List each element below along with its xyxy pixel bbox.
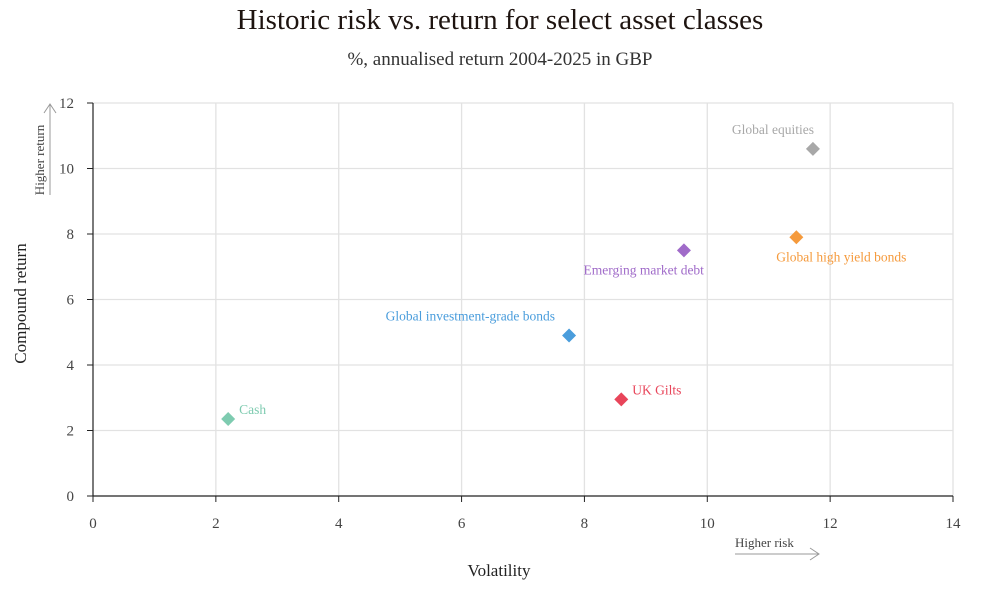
- data-point-marker: [805, 141, 820, 156]
- x-tick-label: 4: [335, 516, 343, 532]
- data-point-label: Global investment-grade bonds: [386, 309, 555, 324]
- tick-labels: 0 2 4 6 8 10 12 14 0 2 4 6 8 10 12: [59, 96, 961, 532]
- data-point-marker: [221, 412, 236, 427]
- data-point-label: Global equities: [732, 122, 814, 137]
- axes: [87, 102, 954, 502]
- data-point-marker: [614, 392, 629, 407]
- y-tick-label: 2: [67, 424, 75, 440]
- y-hint-label: Higher return: [32, 124, 47, 195]
- y-tick-label: 8: [67, 227, 75, 243]
- data-point-label: Global high yield bonds: [776, 249, 906, 264]
- data-point-marker: [562, 328, 577, 343]
- x-hint-label: Higher risk: [735, 535, 794, 550]
- chart-subtitle: %, annualised return 2004-2025 in GBP: [347, 49, 653, 70]
- axis-hints: Higher return Higher risk: [32, 103, 820, 561]
- x-tick-label: 6: [458, 516, 466, 532]
- y-tick-label: 10: [59, 162, 74, 178]
- data-point-label: UK Gilts: [632, 382, 681, 397]
- x-tick-label: 0: [89, 516, 97, 532]
- y-hint-arrow-head: [43, 103, 57, 114]
- data-points: Cash Global investment-grade bonds UK Gilt…: [221, 122, 906, 427]
- y-tick-label: 0: [67, 489, 75, 505]
- data-point-label: Emerging market debt: [583, 262, 704, 277]
- data-point-marker: [676, 243, 691, 258]
- x-tick-label: 10: [700, 516, 715, 532]
- y-tick-label: 6: [67, 293, 75, 309]
- x-axis-title: Volatility: [468, 561, 531, 580]
- y-tick-label: 12: [59, 96, 74, 112]
- grid-lines: [93, 102, 954, 496]
- data-point-marker: [789, 230, 804, 245]
- x-tick-label: 2: [212, 516, 220, 532]
- y-axis-title: Compound return: [11, 243, 30, 364]
- chart-title: Historic risk vs. return for select asse…: [236, 4, 764, 36]
- y-tick-label: 4: [67, 358, 75, 374]
- data-point-label: Cash: [239, 402, 266, 417]
- x-hint-arrow-head: [809, 547, 820, 561]
- x-tick-label: 8: [581, 516, 589, 532]
- x-tick-label: 14: [946, 516, 962, 532]
- x-tick-label: 12: [823, 516, 838, 532]
